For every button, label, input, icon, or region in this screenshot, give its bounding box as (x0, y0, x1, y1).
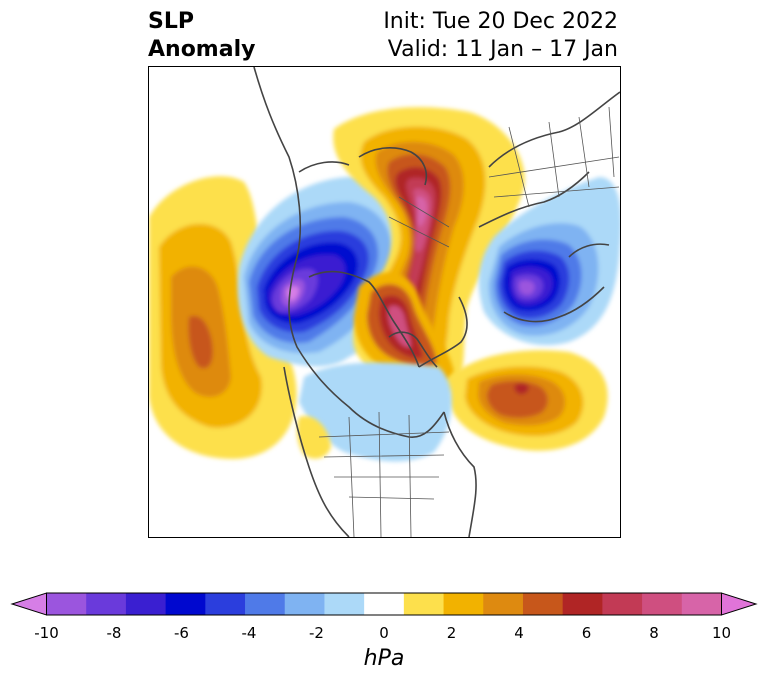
map-svg (149, 67, 620, 537)
colorbar-cell (364, 593, 405, 615)
country-borders (318, 106, 620, 537)
colorbar-cell (284, 593, 325, 615)
colorbar-cell (403, 593, 445, 615)
init-date-label: Init: Tue 20 Dec 2022 (383, 9, 618, 34)
us-weak-positive-anomaly (296, 416, 331, 459)
colorbar-cell (483, 593, 524, 615)
colorbar-cell (443, 593, 484, 615)
anomaly-map (148, 66, 621, 538)
north-atlantic-positive-anomaly (449, 350, 608, 451)
colorbar-tick-label: 4 (514, 624, 524, 642)
title-line-1: SLP (148, 9, 194, 34)
colorbar-over-extension (721, 592, 758, 616)
colorbar-cell (125, 593, 167, 615)
colorbar-cell (205, 593, 246, 615)
colorbar-cell (324, 593, 365, 615)
colorbar-tick-label: 8 (649, 624, 659, 642)
colorbar-units-label: hPa (363, 646, 405, 671)
colorbar-tick-label: -8 (106, 624, 122, 642)
colorbar-cell (642, 593, 683, 615)
colorbar-under-extension (10, 592, 47, 616)
colorbar-tick-label: -6 (174, 624, 189, 642)
colorbar-cell (86, 593, 127, 615)
colorbar-tick-label: 10 (711, 624, 732, 642)
europe-positive-anomaly (354, 272, 454, 382)
valid-range-label: Valid: 11 Jan – 17 Jan (387, 37, 618, 62)
colorbar-cell (522, 593, 564, 615)
colorbar-cell (681, 593, 722, 615)
coastlines (253, 67, 620, 537)
colorbar-cell (165, 593, 206, 615)
colorbar-tick-label: -10 (34, 624, 59, 642)
colorbar-cell (562, 593, 603, 615)
colorbar-tick-label: 0 (379, 624, 389, 642)
colorbar-tick-label: 2 (446, 624, 457, 642)
colorbar-frame (46, 592, 722, 616)
colorbar-cell (46, 593, 87, 615)
colorbar-tick-label: -4 (241, 624, 257, 642)
map-title: SLP Anomaly (148, 8, 255, 64)
map-subtitle: Init: Tue 20 Dec 2022 Valid: 11 Jan – 17… (383, 8, 618, 64)
siberia-negative-anomaly (478, 177, 620, 346)
title-line-2: Anomaly (148, 37, 256, 62)
colorbar (10, 592, 758, 616)
colorbar-cell (602, 593, 643, 615)
colorbar-tick-label: 6 (581, 624, 592, 642)
colorbar-tick-label: -2 (309, 624, 324, 642)
colorbar-cell (245, 593, 286, 615)
